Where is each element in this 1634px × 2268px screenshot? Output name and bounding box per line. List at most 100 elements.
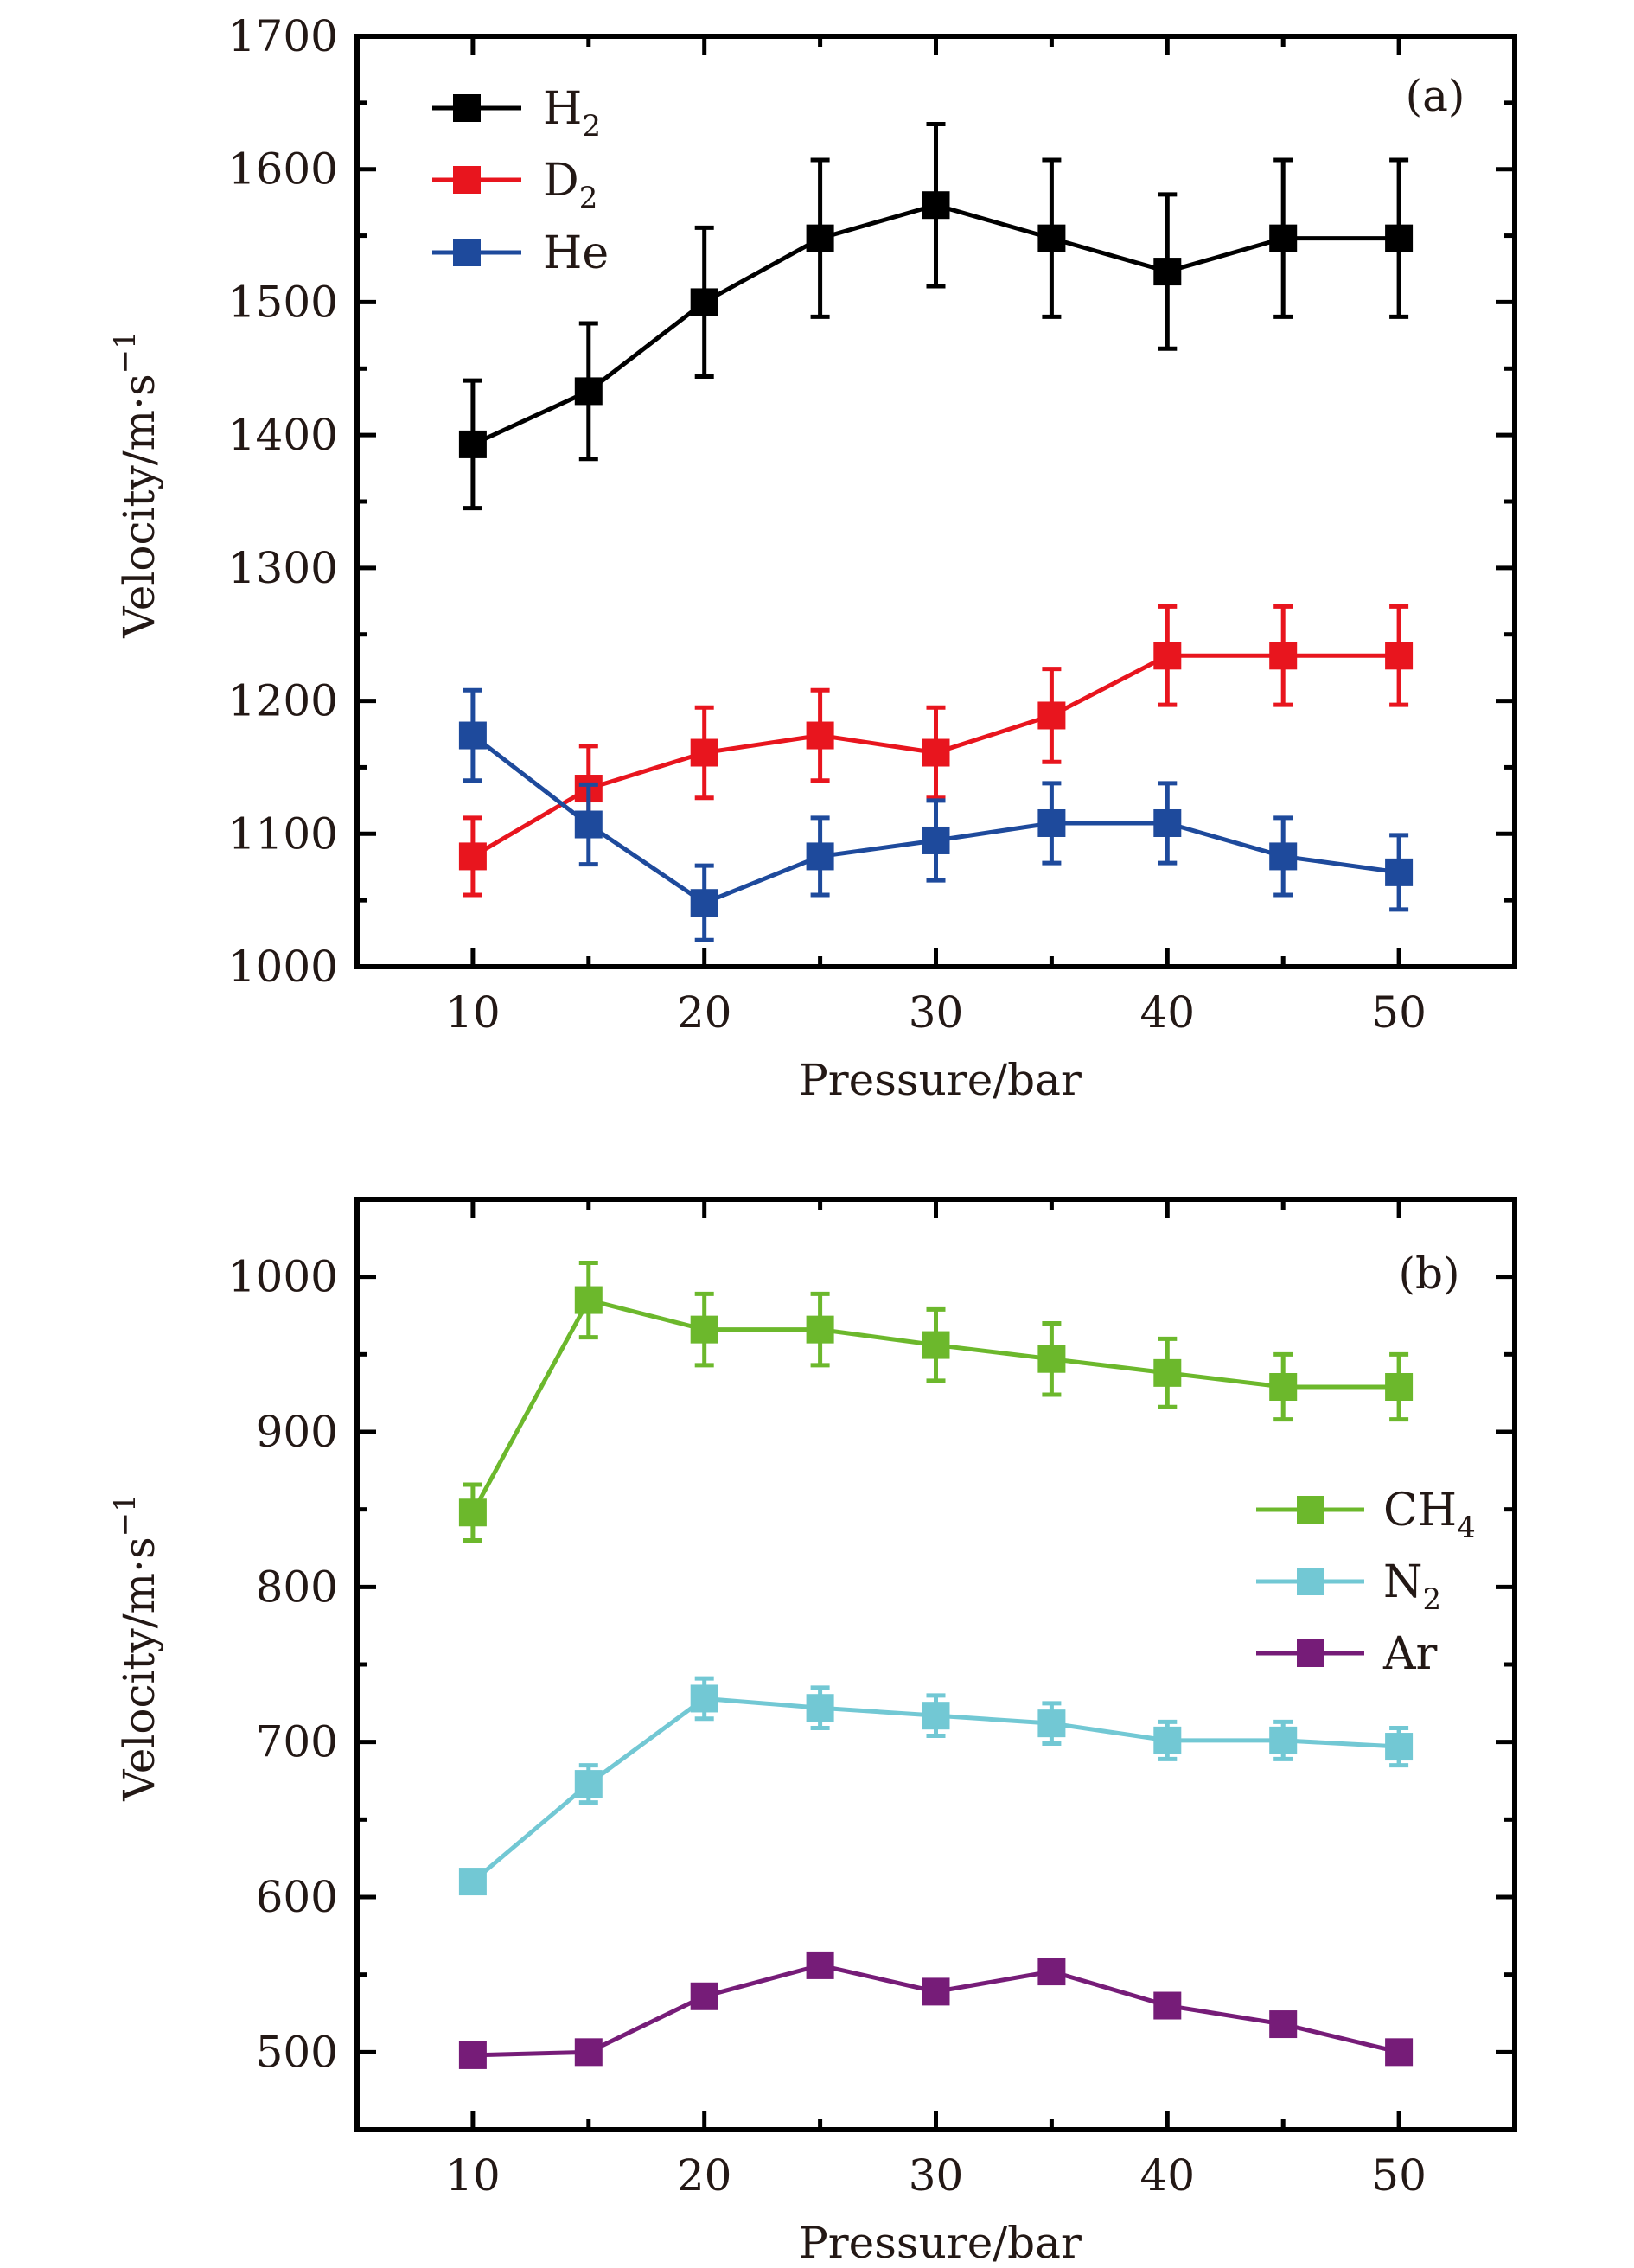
series-Ar: [458, 1951, 1414, 2069]
data-point-He: [1385, 858, 1414, 886]
legend-marker: [1297, 1639, 1324, 1667]
data-point-D2: [458, 842, 487, 871]
y-tick-label: 1300: [228, 543, 338, 593]
x-tick-label: 40: [1139, 2150, 1195, 2201]
data-point-N2: [922, 1702, 950, 1730]
data-point-D2: [1269, 642, 1298, 670]
legend-label-subscript: 2: [582, 109, 601, 144]
legend-marker: [1297, 1496, 1324, 1524]
y-tick-label: 1000: [228, 942, 338, 992]
x-axis-title: Pressure/bar: [799, 1055, 1082, 1105]
series-He: [458, 687, 1414, 942]
legend-marker: [453, 94, 481, 122]
data-point-N2: [1037, 1709, 1066, 1738]
x-tick-label: 20: [677, 2150, 732, 2201]
data-point-He: [690, 889, 718, 917]
legend-item-N2: N2: [1256, 1556, 1441, 1617]
data-point-N2: [458, 1868, 487, 1896]
data-point-CH4: [458, 1498, 487, 1527]
y-axis-title: Velocity/m·s−1: [108, 330, 164, 638]
data-point-D2: [690, 738, 718, 767]
data-point-H2: [574, 377, 603, 406]
y-tick-label: 1000: [228, 1252, 338, 1302]
y-tick-label: 500: [256, 2027, 338, 2077]
legend-marker: [1297, 1568, 1324, 1595]
data-point-He: [806, 842, 834, 871]
legend-label-main: CH: [1383, 1485, 1457, 1536]
data-point-He: [458, 721, 487, 750]
data-point-D2: [1037, 701, 1066, 730]
data-point-H2: [458, 430, 487, 458]
legend-label-subscript: 2: [1423, 1582, 1442, 1617]
x-tick-label: 10: [445, 987, 501, 1038]
y-axis-title-superscript: −1: [108, 330, 143, 374]
data-point-N2: [1269, 1726, 1298, 1754]
data-point-CH4: [690, 1315, 718, 1344]
data-point-D2: [922, 738, 950, 767]
data-point-H2: [922, 191, 950, 220]
legend-item-D2: D2: [432, 155, 597, 215]
y-axis-title: Velocity/m·s−1: [108, 1493, 164, 1801]
data-point-H2: [1269, 224, 1298, 252]
data-point-N2: [574, 1770, 603, 1798]
data-point-Ar: [1385, 2038, 1414, 2067]
data-point-H2: [690, 288, 718, 316]
data-point-CH4: [574, 1286, 603, 1314]
data-point-CH4: [1385, 1372, 1414, 1401]
legend-label: H2: [543, 83, 601, 144]
legend-label-main: He: [543, 227, 609, 279]
data-point-Ar: [1269, 2010, 1298, 2039]
data-point-CH4: [806, 1315, 834, 1344]
y-tick-label: 600: [256, 1872, 338, 1922]
legend-label: He: [543, 227, 609, 279]
panel-a-chart: 10 20 30 40 50 1000 1100 1200 1300 1400 1500 1600 17…: [108, 11, 1517, 1105]
x-tick-label: 30: [909, 987, 964, 1038]
data-point-He: [922, 826, 950, 854]
y-tick-label: 900: [256, 1407, 338, 1457]
legend-label-main: H: [543, 83, 582, 135]
y-axis-title-superscript: −1: [108, 1493, 143, 1536]
y-axis-title-main: Velocity/m·s: [114, 1536, 164, 1801]
y-axis-title-main: Velocity/m·s: [114, 374, 164, 638]
data-point-H2: [1153, 258, 1182, 286]
data-point-Ar: [922, 1977, 950, 2006]
legend-label-main: Ar: [1382, 1628, 1438, 1680]
y-tick-label: 1700: [228, 11, 338, 61]
data-point-Ar: [1037, 1958, 1066, 1986]
y-tick-label: 700: [256, 1717, 338, 1767]
data-point-H2: [1037, 224, 1066, 252]
legend-marker: [453, 239, 481, 266]
y-tick-label: 1200: [228, 676, 338, 726]
data-point-Ar: [574, 2038, 603, 2067]
x-axis-title: Pressure/bar: [799, 2218, 1082, 2268]
x-tick-label: 50: [1371, 987, 1427, 1038]
x-tick-label: 40: [1139, 987, 1195, 1038]
x-tick-label: 30: [909, 2150, 964, 2201]
data-point-He: [1037, 808, 1066, 837]
legend-label-subscript: 4: [1457, 1511, 1476, 1545]
panel-label: (b): [1398, 1249, 1459, 1299]
legend-item-CH4: CH4: [1256, 1485, 1476, 1545]
legend-label-main: N: [1383, 1556, 1423, 1608]
legend-label: Ar: [1382, 1628, 1438, 1680]
x-tick-label: 20: [677, 987, 732, 1038]
y-tick-label: 1600: [228, 144, 338, 195]
legend-item-He: He: [432, 227, 609, 279]
data-point-He: [1153, 808, 1182, 837]
series-N2: [458, 1676, 1414, 1896]
data-point-CH4: [1153, 1358, 1182, 1387]
data-point-N2: [1385, 1733, 1414, 1761]
series-D2: [458, 604, 1414, 898]
data-point-D2: [1153, 642, 1182, 670]
panel-b-chart: 10 20 30 40 50 500 600 700 800 900 1000 Pressure/ba…: [108, 1197, 1517, 2268]
data-point-CH4: [922, 1331, 950, 1359]
data-point-He: [1269, 842, 1298, 871]
x-tick-label: 50: [1371, 2150, 1427, 2201]
y-tick-label: 1400: [228, 410, 338, 460]
y-tick-label: 1100: [228, 808, 338, 859]
legend-item-Ar: Ar: [1256, 1628, 1438, 1680]
y-tick-label: 1500: [228, 277, 338, 327]
legend-label-subscript: 2: [579, 181, 598, 215]
data-point-H2: [1385, 224, 1414, 252]
